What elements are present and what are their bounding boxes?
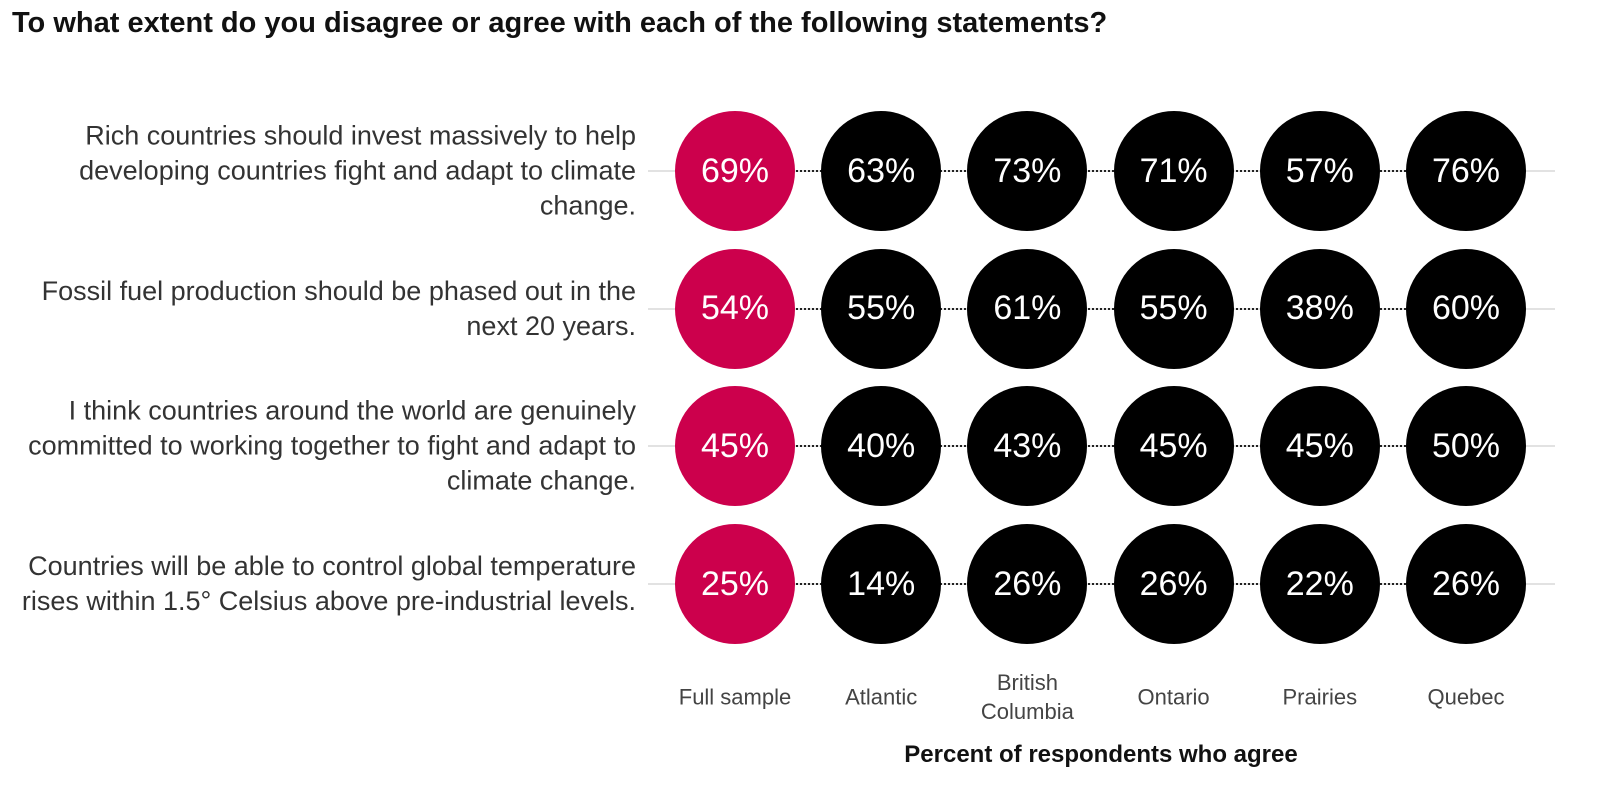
data-circle: 63% <box>821 111 942 231</box>
value-label: 14% <box>847 564 916 603</box>
data-circle: 73% <box>967 111 1088 231</box>
value-label: 61% <box>993 289 1062 328</box>
value-label: 40% <box>847 426 916 465</box>
data-circle: 71% <box>1113 111 1234 231</box>
value-label: 60% <box>1431 289 1501 328</box>
data-circle: 25% <box>675 524 795 645</box>
column-label: Prairies <box>1282 684 1358 710</box>
column-label: Atlantic <box>845 684 918 710</box>
value-label: 25% <box>700 564 770 603</box>
data-circle: 61% <box>967 248 1088 369</box>
data-circle: 60% <box>1406 248 1526 369</box>
data-circle: 26% <box>1113 524 1234 645</box>
row-connector <box>735 307 1466 310</box>
data-circle: 54% <box>675 248 795 369</box>
statement-label: Rich countries should invest massively t… <box>79 120 636 221</box>
data-circle: 57% <box>1259 111 1380 231</box>
column-label: Full sample <box>678 684 792 710</box>
row-connector <box>735 445 1466 448</box>
value-label: 45% <box>1285 426 1354 465</box>
value-label: 38% <box>1285 289 1354 328</box>
data-circle: 26% <box>967 524 1088 645</box>
data-circle: 43% <box>967 386 1088 507</box>
value-label: 26% <box>1431 564 1501 603</box>
value-label: 45% <box>1139 426 1208 465</box>
data-circle: 69% <box>675 111 795 231</box>
data-circle: 45% <box>675 386 795 507</box>
column-label: British Columbia <box>980 670 1074 724</box>
value-label: 45% <box>700 426 770 465</box>
value-label: 73% <box>993 151 1062 190</box>
value-label: 54% <box>700 289 770 328</box>
value-label: 55% <box>847 289 916 328</box>
row-connector <box>735 583 1466 586</box>
value-label: 63% <box>847 151 916 190</box>
value-label: 71% <box>1139 151 1208 190</box>
data-circle: 26% <box>1406 524 1526 645</box>
column-label: Quebec <box>1427 684 1505 710</box>
value-label: 69% <box>700 151 770 190</box>
data-circle: 55% <box>821 248 942 369</box>
value-label: 43% <box>993 426 1062 465</box>
data-circle: 38% <box>1259 248 1380 369</box>
column-label: Ontario <box>1137 684 1210 710</box>
x-axis-label: Percent of respondents who agree <box>904 741 1298 768</box>
row-connector <box>735 170 1466 172</box>
statement-label: I think countries around the world are g… <box>28 395 636 496</box>
value-label: 55% <box>1139 289 1208 328</box>
value-label: 22% <box>1285 564 1354 603</box>
data-circle: 50% <box>1406 386 1526 507</box>
value-label: 76% <box>1431 151 1501 190</box>
value-label: 26% <box>993 564 1062 603</box>
statement-label: Fossil fuel production should be phased … <box>41 275 636 341</box>
chart-title: To what extent do you disagree or agree … <box>12 7 1108 39</box>
data-circle: 55% <box>1113 248 1234 369</box>
data-circle: 45% <box>1113 386 1234 507</box>
data-circle: 40% <box>821 386 942 507</box>
data-circle: 22% <box>1259 524 1380 645</box>
statement-label: Countries will be able to control global… <box>21 551 636 617</box>
data-circle: 76% <box>1406 111 1526 231</box>
value-label: 26% <box>1139 564 1208 603</box>
data-circle: 14% <box>821 524 942 645</box>
value-label: 50% <box>1431 426 1501 465</box>
data-circle: 45% <box>1259 386 1380 507</box>
value-label: 57% <box>1285 151 1354 190</box>
